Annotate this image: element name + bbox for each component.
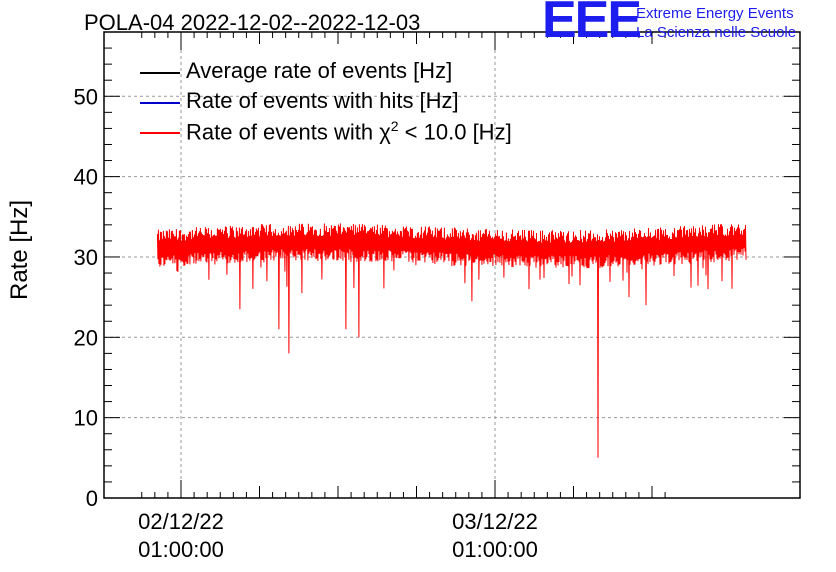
- x-tick-date: 03/12/22: [452, 509, 538, 534]
- legend-label: Rate of events with hits [Hz]: [186, 88, 459, 113]
- y-tick-label: 30: [74, 245, 98, 270]
- x-tick-date: 02/12/22: [138, 509, 224, 534]
- legend-swatch: [140, 72, 180, 74]
- logo-caption-line2: La Scienza nelle Scuole: [636, 24, 797, 41]
- logo-caption: Extreme Energy Events La Scienza nelle S…: [636, 4, 796, 42]
- legend-swatch: [140, 102, 180, 104]
- legend-label: Rate of events with χ2 < 10.0 [Hz]: [186, 118, 512, 145]
- y-tick-label: 20: [74, 325, 98, 350]
- y-tick-label: 10: [74, 406, 98, 431]
- x-tick-label: 03/12/22 01:00:00: [415, 508, 575, 564]
- y-tick-label: 0: [86, 486, 98, 511]
- y-tick-label: 40: [74, 165, 98, 190]
- series-line-chi2: [156, 223, 747, 458]
- y-tick-label: 50: [74, 84, 98, 109]
- x-tick-label: 02/12/22 01:00:00: [101, 508, 261, 564]
- legend-swatch: [140, 132, 180, 134]
- legend-label-prefix: Rate of events with χ: [186, 119, 391, 145]
- legend-label-suffix: < 10.0 [Hz]: [398, 119, 512, 145]
- logo-caption-line1: Extreme Energy Events: [636, 5, 794, 22]
- eee-logo: EEE: [542, 0, 642, 49]
- x-tick-time: 01:00:00: [138, 537, 224, 562]
- chart-title: POLA-04 2022-12-02--2022-12-03: [84, 10, 421, 35]
- x-tick-time: 01:00:00: [452, 537, 538, 562]
- y-axis-label: Rate [Hz]: [6, 199, 33, 300]
- legend-label: Average rate of events [Hz]: [186, 58, 453, 83]
- legend-label-sup: 2: [390, 118, 399, 134]
- plot-frame: [103, 31, 801, 499]
